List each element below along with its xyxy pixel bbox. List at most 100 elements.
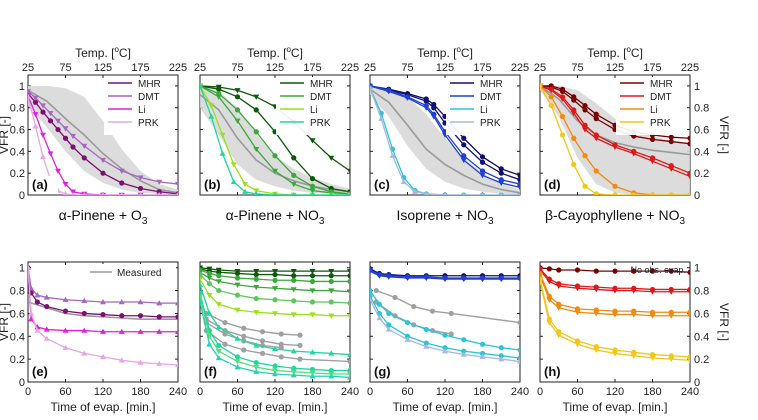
- data-point: [574, 342, 581, 348]
- data-point: [423, 340, 429, 346]
- data-point: [120, 192, 124, 195]
- data-point: [559, 132, 566, 138]
- data-point: [347, 351, 350, 357]
- data-point: [386, 322, 392, 328]
- data-point: [649, 268, 656, 274]
- annotation: No obs. evap.: [630, 265, 686, 275]
- series-line: [370, 85, 520, 176]
- data-point: [137, 299, 144, 305]
- data-point: [156, 360, 163, 366]
- data-point: [498, 353, 504, 359]
- x-tick-label: 125: [606, 62, 624, 74]
- data-point: [347, 371, 350, 377]
- data-point: [423, 98, 429, 104]
- data-point: [479, 159, 486, 165]
- chart-title: α-Pinene + NO3: [226, 207, 325, 227]
- series-prk: [370, 296, 520, 364]
- data-point: [242, 181, 248, 188]
- data-point: [540, 83, 543, 89]
- data-point: [206, 310, 213, 316]
- data-point: [328, 288, 335, 294]
- data-point: [574, 286, 581, 292]
- legend-label: MHR: [310, 79, 333, 90]
- data-point: [328, 155, 335, 161]
- data-point: [309, 349, 316, 355]
- data-point: [290, 348, 297, 354]
- data-point: [389, 152, 396, 158]
- data-point: [555, 332, 562, 339]
- x-tick-label: 60: [59, 386, 71, 398]
- data-point: [328, 268, 335, 275]
- data-point: [62, 327, 69, 333]
- data-point: [216, 273, 222, 279]
- plot-area: [200, 82, 350, 195]
- data-point: [208, 113, 215, 119]
- x-tick-label: 125: [94, 62, 112, 74]
- x-tick-label: 240: [681, 386, 699, 398]
- x-tick-label: 75: [59, 62, 71, 74]
- data-point: [290, 369, 297, 375]
- data-point: [175, 181, 178, 188]
- measured-point: [373, 287, 379, 294]
- data-point: [442, 348, 448, 354]
- x-tick-label: 120: [266, 386, 284, 398]
- data-point: [40, 103, 46, 109]
- series-prk: [200, 290, 350, 374]
- series-dmt: [28, 264, 178, 306]
- x-axis-label: Time of evap. [min.]: [51, 400, 156, 414]
- data-point: [291, 172, 297, 178]
- x-tick-label: 120: [94, 386, 112, 398]
- measured-line: [28, 89, 178, 194]
- legend-label: PRK: [480, 118, 501, 129]
- series-line: [540, 281, 690, 361]
- data-point: [498, 180, 505, 186]
- data-point: [253, 271, 259, 278]
- plot-area: [540, 83, 690, 195]
- data-point: [548, 94, 554, 100]
- data-point: [630, 353, 637, 359]
- data-point: [687, 141, 690, 147]
- data-point: [40, 109, 46, 115]
- y-tick-label: 0.2: [694, 354, 709, 366]
- data-point: [32, 95, 39, 101]
- series-line: [370, 295, 520, 359]
- data-point: [571, 135, 577, 141]
- data-point: [219, 150, 226, 156]
- data-point: [347, 313, 350, 319]
- data-point: [687, 358, 690, 364]
- x-tick-label: 120: [436, 386, 454, 398]
- data-point: [498, 356, 505, 362]
- data-point: [62, 126, 69, 132]
- data-point: [234, 292, 241, 298]
- data-point: [291, 273, 297, 279]
- data-point: [404, 336, 411, 342]
- chart-title: Isoprene + NO3: [397, 207, 494, 227]
- series-mhr: [28, 90, 178, 195]
- data-point: [253, 190, 259, 195]
- data-point: [668, 313, 675, 319]
- series-prk: [540, 83, 690, 195]
- data-point: [34, 299, 40, 305]
- data-point: [206, 341, 213, 347]
- data-point: [272, 286, 278, 292]
- data-point: [310, 192, 315, 195]
- data-point: [272, 168, 278, 174]
- data-point: [138, 192, 143, 195]
- data-point: [47, 118, 54, 124]
- data-point: [309, 288, 316, 294]
- data-point: [442, 332, 448, 338]
- y-tick-label: 0.8: [694, 103, 709, 115]
- data-point: [175, 314, 178, 320]
- series-line: [540, 275, 690, 317]
- y-tick-label: 1: [19, 81, 25, 93]
- series-li: [540, 273, 690, 319]
- data-point: [582, 107, 588, 113]
- series-line: [200, 274, 350, 304]
- y-tick-label: 1: [19, 263, 25, 275]
- y-axis-label: VFR [-]: [0, 303, 11, 341]
- panel-e: 0 0.2 0.4 0.6 0.8 1 0 60 120 180 240 Time of evap. …: [0, 261, 187, 414]
- data-point: [28, 310, 35, 316]
- data-point: [385, 89, 392, 95]
- data-point: [200, 299, 203, 305]
